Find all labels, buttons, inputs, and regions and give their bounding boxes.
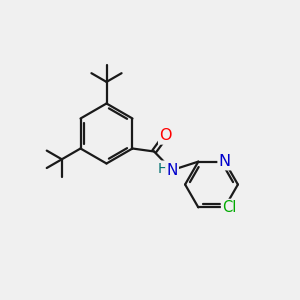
Text: O: O [159,128,172,143]
Text: H: H [157,162,168,176]
Text: N: N [219,154,231,169]
Text: Cl: Cl [222,200,236,215]
Text: N: N [167,163,178,178]
